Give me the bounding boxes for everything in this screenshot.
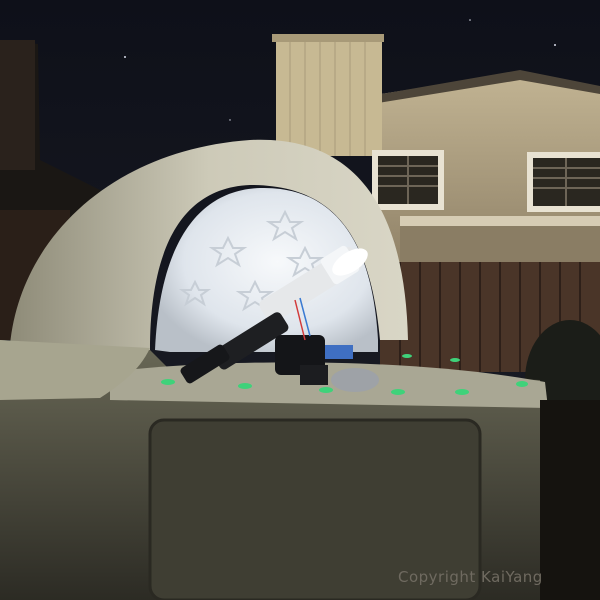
enclosure-left-panel — [0, 340, 150, 400]
ground — [540, 400, 600, 600]
chimney — [276, 36, 382, 156]
copyright-watermark: Copyright KaiYang — [398, 568, 543, 586]
left-chimney — [0, 40, 35, 170]
embossed-stars — [178, 209, 325, 312]
stars — [124, 19, 556, 121]
dome-shell — [10, 139, 408, 350]
green-leds — [161, 354, 528, 395]
enclosure-rim — [110, 362, 548, 408]
enclosure-door-panel — [148, 418, 482, 600]
dome-interior — [155, 187, 378, 352]
telescope — [180, 245, 379, 392]
